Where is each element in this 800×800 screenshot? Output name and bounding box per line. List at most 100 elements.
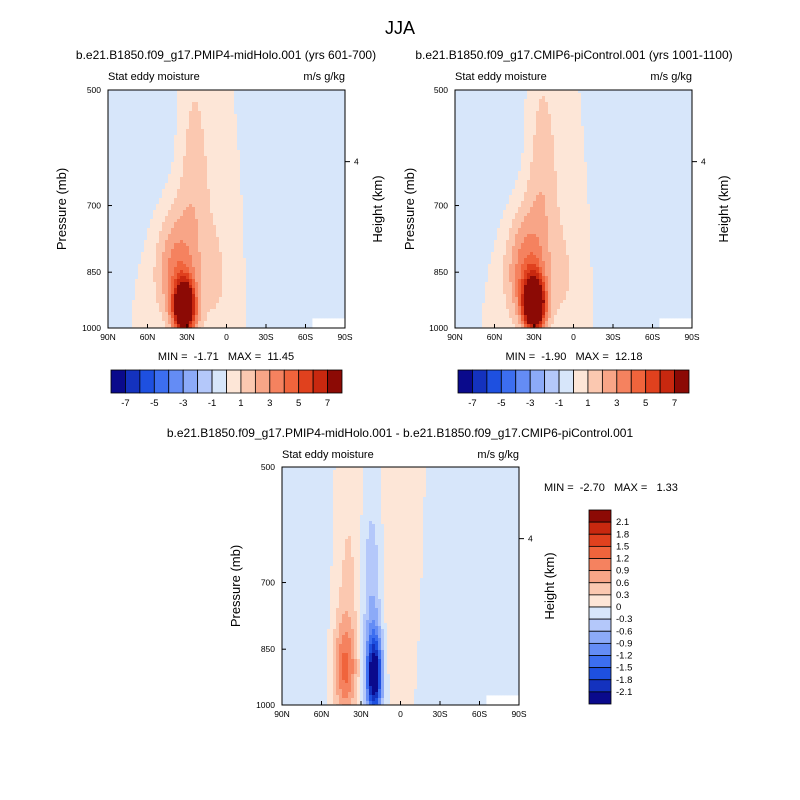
field-cell <box>324 183 327 186</box>
field-cell <box>234 90 237 93</box>
field-cell <box>276 111 279 114</box>
field-cell <box>252 171 255 174</box>
field-cell <box>231 246 234 249</box>
field-cell <box>183 219 186 222</box>
field-cell <box>135 189 138 192</box>
field-cell <box>246 141 249 144</box>
field-cell <box>108 93 111 96</box>
field-cell <box>297 156 300 159</box>
field-cell <box>294 207 297 210</box>
field-cell <box>321 165 324 168</box>
field-cell <box>147 207 150 210</box>
field-cell <box>249 156 252 159</box>
field-cell <box>141 162 144 165</box>
field-cell <box>306 201 309 204</box>
field-cell <box>285 255 288 258</box>
field-cell <box>333 156 336 159</box>
field-cell <box>276 171 279 174</box>
field-cell <box>261 240 264 243</box>
field-cell <box>252 123 255 126</box>
field-cell <box>288 141 291 144</box>
field-cell <box>126 183 129 186</box>
field-cell <box>258 96 261 99</box>
field-cell <box>156 165 159 168</box>
field-cell <box>189 252 192 255</box>
field-cell <box>333 204 336 207</box>
field-cell <box>234 117 237 120</box>
field-cell <box>252 180 255 183</box>
field-cell <box>228 177 231 180</box>
field-cell <box>291 222 294 225</box>
field-cell <box>309 153 312 156</box>
field-cell <box>321 159 324 162</box>
field-cell <box>117 222 120 225</box>
field-cell <box>312 228 315 231</box>
field-cell <box>195 132 198 135</box>
field-cell <box>303 171 306 174</box>
field-cell <box>204 93 207 96</box>
field-cell <box>156 231 159 234</box>
field-cell <box>297 204 300 207</box>
field-cell <box>111 111 114 114</box>
field-cell <box>276 105 279 108</box>
field-cell <box>141 225 144 228</box>
field-cell <box>261 198 264 201</box>
field-cell <box>171 111 174 114</box>
field-cell <box>279 156 282 159</box>
field-cell <box>156 210 159 213</box>
field-cell <box>330 156 333 159</box>
field-cell <box>240 99 243 102</box>
field-cell <box>267 189 270 192</box>
field-cell <box>129 276 132 279</box>
field-cell <box>156 99 159 102</box>
field-cell <box>186 222 189 225</box>
field-cell <box>183 192 186 195</box>
field-cell <box>252 186 255 189</box>
field-cell <box>261 129 264 132</box>
field-cell <box>270 207 273 210</box>
field-cell <box>339 120 342 123</box>
field-cell <box>291 117 294 120</box>
field-cell <box>183 189 186 192</box>
field-cell <box>237 198 240 201</box>
field-cell <box>213 162 216 165</box>
field-cell <box>153 171 156 174</box>
field-cell <box>195 177 198 180</box>
field-cell <box>222 195 225 198</box>
field-cell <box>198 216 201 219</box>
field-cell <box>285 225 288 228</box>
field-cell <box>243 108 246 111</box>
field-cell <box>168 99 171 102</box>
field-cell <box>267 249 270 252</box>
field-cell <box>330 210 333 213</box>
field-cell <box>201 162 204 165</box>
field-cell <box>267 192 270 195</box>
field-cell <box>108 225 111 228</box>
field-cell <box>120 213 123 216</box>
field-cell <box>339 147 342 150</box>
field-cell <box>120 114 123 117</box>
field-cell <box>108 201 111 204</box>
field-cell <box>171 159 174 162</box>
field-cell <box>210 105 213 108</box>
field-cell <box>282 186 285 189</box>
field-cell <box>234 267 237 270</box>
field-cell <box>111 144 114 147</box>
field-cell <box>234 165 237 168</box>
field-cell <box>138 171 141 174</box>
field-cell <box>123 93 126 96</box>
field-cell <box>273 186 276 189</box>
field-cell <box>135 174 138 177</box>
field-cell <box>150 243 153 246</box>
field-cell <box>144 237 147 240</box>
field-cell <box>177 99 180 102</box>
field-cell <box>216 153 219 156</box>
field-cell <box>207 99 210 102</box>
field-cell <box>339 270 342 273</box>
field-cell <box>291 141 294 144</box>
field-cell <box>279 234 282 237</box>
field-cell <box>168 93 171 96</box>
field-cell <box>165 186 168 189</box>
field-cell <box>279 189 282 192</box>
field-cell <box>306 225 309 228</box>
